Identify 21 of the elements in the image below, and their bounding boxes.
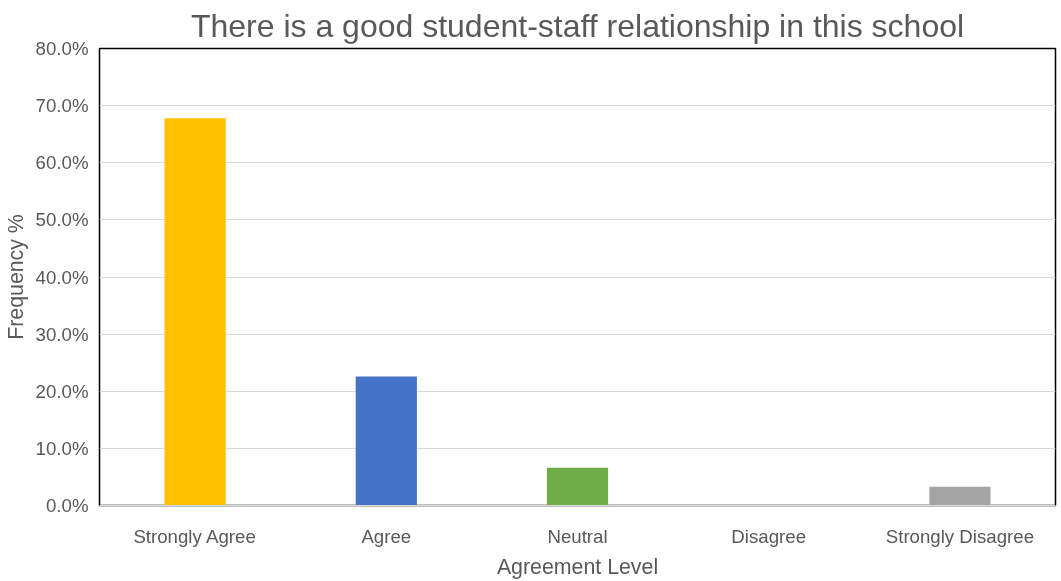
x-tick-label: Strongly Disagree <box>885 525 1035 547</box>
chart-title: There is a good student-staff relationship in this school <box>190 7 965 44</box>
y-tick-label: 0.0% <box>45 495 89 516</box>
y-tick-label: 50.0% <box>35 209 89 231</box>
bar <box>164 118 226 506</box>
x-tick-label: Neutral <box>547 525 608 547</box>
y-tick-label: 10.0% <box>35 437 89 459</box>
y-tick-label: 80.0% <box>35 38 89 59</box>
x-tick-label: Strongly Agree <box>133 525 256 547</box>
x-tick-label: Disagree <box>731 525 807 547</box>
x-tick-label: Agree <box>361 525 412 547</box>
y-tick-label: 20.0% <box>35 380 89 402</box>
y-tick-label: 70.0% <box>35 95 89 117</box>
y-axis-title: Frequency % <box>3 214 28 340</box>
y-tick-label: 30.0% <box>35 323 89 345</box>
bar <box>355 376 417 506</box>
bar <box>546 467 609 506</box>
y-tick-label: 40.0% <box>35 266 89 288</box>
bar <box>929 486 991 506</box>
x-axis-title: Agreement Level <box>496 554 659 579</box>
y-tick-label: 60.0% <box>35 152 89 174</box>
